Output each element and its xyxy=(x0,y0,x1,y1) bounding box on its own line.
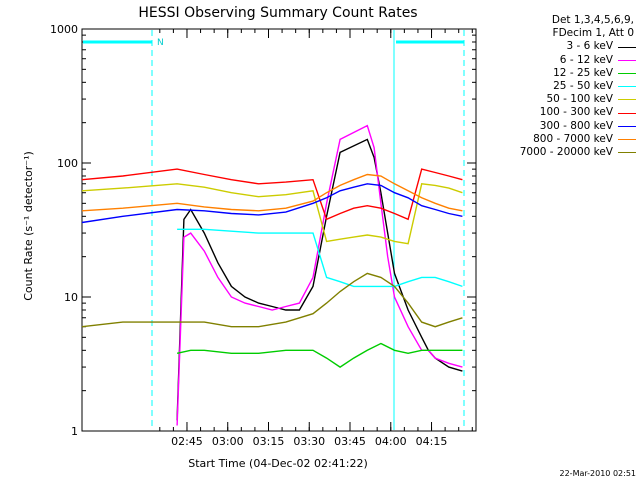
y-axis-ticks: 1 10 100 1000 xyxy=(50,23,476,438)
chart-title: HESSI Observing Summary Count Rates xyxy=(138,5,417,21)
legend-entry: 100 - 300 keV xyxy=(478,106,636,119)
x-tick-label: 04:15 xyxy=(416,435,448,448)
x-tick-label: 04:00 xyxy=(375,435,407,448)
y-tick-label: 10 xyxy=(64,291,78,304)
legend-header-1: Det 1,3,4,5,6,9, xyxy=(551,14,634,26)
legend-entry-label: 7000 - 20000 keV xyxy=(519,146,613,159)
series-line-2 xyxy=(176,124,463,426)
legend-swatch xyxy=(618,99,636,101)
legend-entry-label: 12 - 25 keV xyxy=(553,66,613,79)
x-axis-label: Start Time (04-Dec-02 02:41:22) xyxy=(188,457,368,470)
series-line-9 xyxy=(81,272,463,328)
legend-entry-label: 300 - 800 keV xyxy=(539,119,613,132)
legend-swatch xyxy=(618,152,636,154)
legend-entry-label: 6 - 12 keV xyxy=(559,53,613,66)
x-axis-ticks: 02:45 03:00 03:15 03:30 03:45 04:00 04:15 xyxy=(159,29,473,448)
series-line-7 xyxy=(81,183,463,224)
series-line-4 xyxy=(177,228,463,288)
flag-label: N xyxy=(157,38,164,48)
series-lines xyxy=(81,124,463,426)
series-line-8 xyxy=(81,173,463,212)
legend-swatch xyxy=(618,86,636,88)
y-tick-label: 100 xyxy=(57,157,78,170)
x-tick-label: 03:45 xyxy=(334,435,366,448)
legend-entry: 6 - 12 keV xyxy=(478,54,636,67)
legend-entry: 3 - 6 keV xyxy=(478,40,636,53)
legend-swatch xyxy=(618,112,636,114)
series-line-5 xyxy=(81,183,463,245)
legend-entry: 12 - 25 keV xyxy=(478,67,636,80)
generated-timestamp: 22-Mar-2010 02:51 xyxy=(559,469,637,478)
legend-header-2: FDecim 1, Att 0 xyxy=(552,27,634,40)
legend-entry-label: 100 - 300 keV xyxy=(539,106,613,119)
legend-entry: 25 - 50 keV xyxy=(478,80,636,93)
y-tick-label: 1000 xyxy=(50,23,78,36)
legend-swatch xyxy=(618,138,636,140)
legend-entry-label: 25 - 50 keV xyxy=(553,80,613,93)
y-axis-label: Count Rate (s⁻¹ detector⁻¹) xyxy=(22,151,35,301)
series-line-3 xyxy=(176,342,463,368)
x-tick-label: 03:15 xyxy=(253,435,285,448)
legend-entry: 50 - 100 keV xyxy=(478,93,636,106)
legend: Det 1,3,4,5,6,9, FDecim 1, Att 0 3 - 6 k… xyxy=(478,14,636,159)
legend-entry: 300 - 800 keV xyxy=(478,120,636,133)
legend-entry-label: 3 - 6 keV xyxy=(566,40,613,53)
legend-entry: 7000 - 20000 keV xyxy=(478,146,636,159)
x-tick-label: 03:30 xyxy=(293,435,325,448)
x-tick-label: 02:45 xyxy=(171,435,203,448)
legend-swatch xyxy=(618,72,636,74)
legend-entry: 800 - 7000 keV xyxy=(478,133,636,146)
legend-swatch xyxy=(618,125,636,127)
series-line-1 xyxy=(176,138,463,421)
legend-swatch xyxy=(618,46,636,48)
y-tick-label: 1 xyxy=(71,425,78,438)
series-line-6 xyxy=(81,168,463,221)
attenuator-markers: N xyxy=(83,30,465,430)
plot-frame xyxy=(81,28,477,432)
legend-entry-label: 50 - 100 keV xyxy=(546,93,613,106)
legend-entry-label: 800 - 7000 keV xyxy=(533,132,613,145)
x-tick-label: 03:00 xyxy=(212,435,244,448)
legend-swatch xyxy=(618,59,636,61)
